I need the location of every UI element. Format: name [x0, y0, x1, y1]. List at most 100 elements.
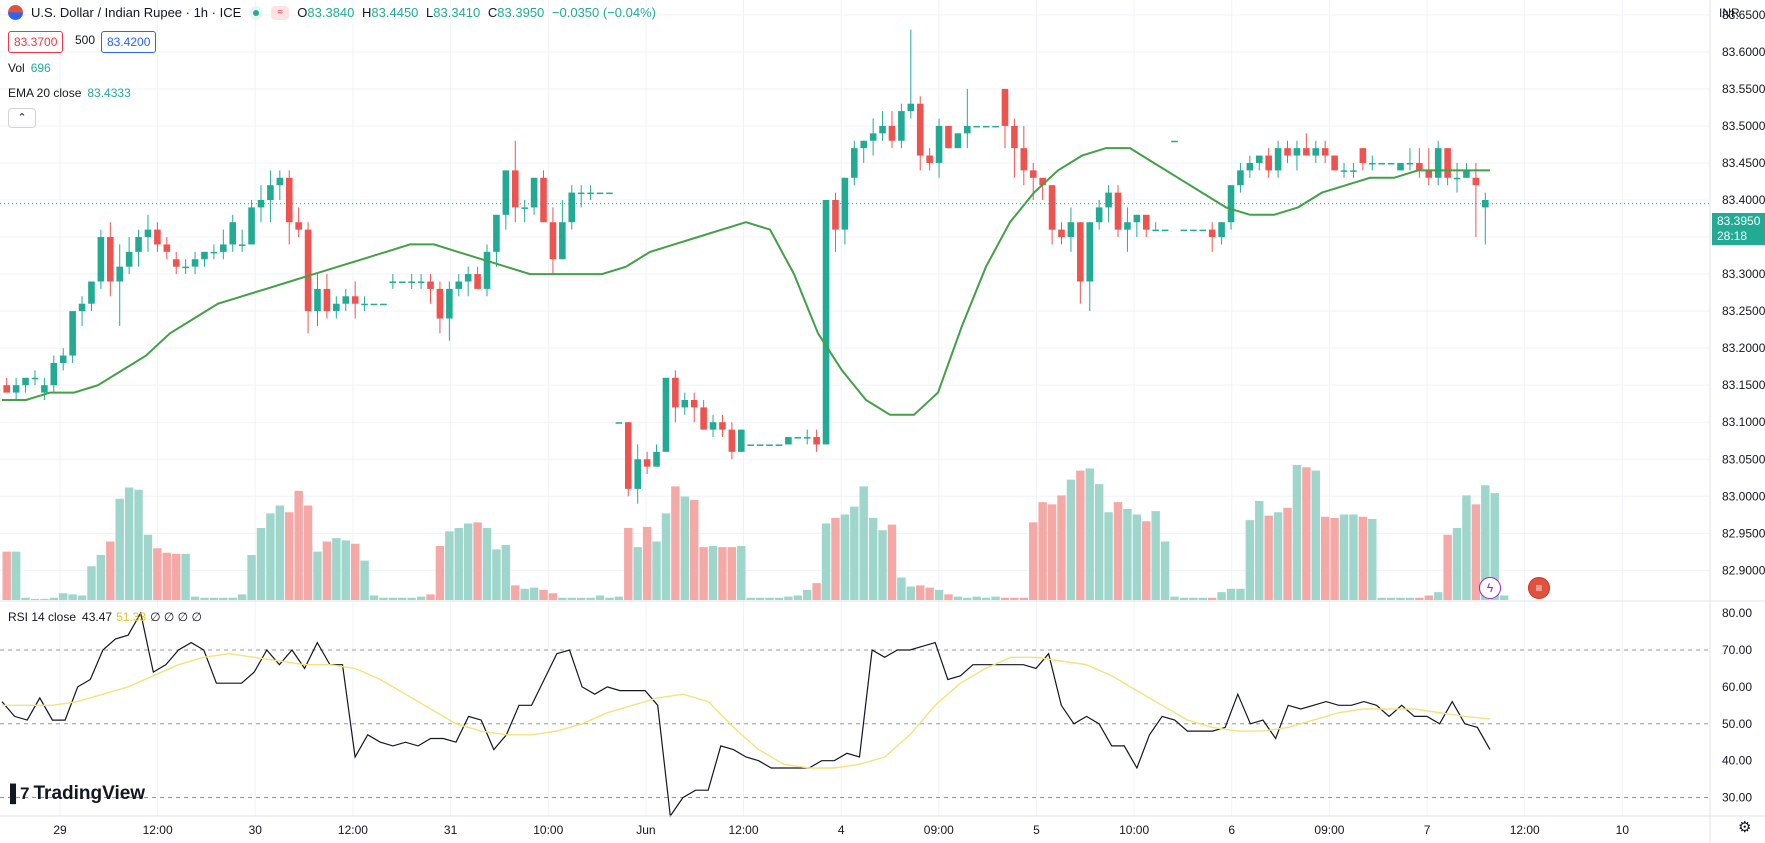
volume-bar [1462, 495, 1471, 600]
volume-bar [850, 506, 859, 600]
price-tick-label: 82.9000 [1722, 563, 1765, 577]
candle-body [662, 377, 670, 452]
ask-price-button[interactable]: 83.4200 [101, 31, 157, 53]
candle-body [455, 281, 463, 289]
chevron-up-icon[interactable]: ⌃ [8, 108, 36, 128]
candle-body [22, 377, 29, 386]
volume-bar [1339, 514, 1349, 600]
us-flag-icon[interactable]: ≡ [1528, 577, 1550, 599]
volume-bar [633, 547, 642, 600]
volume-bar [548, 593, 558, 600]
candle-body [615, 422, 623, 424]
time-tick-label: 5 [1033, 823, 1040, 837]
candle-body [210, 251, 218, 254]
candle-body [380, 303, 387, 306]
rsi-ma-line [2, 652, 1491, 769]
candle-body [756, 444, 764, 446]
price-tick-label: 83.2500 [1722, 304, 1765, 318]
symbol-title[interactable]: U.S. Dollar / Indian Rupee · 1h · ICE [31, 5, 242, 20]
rsi-axis[interactable]: 80.00 70.00 60.00 50.00 40.00 30.00 [1722, 606, 1752, 804]
volume-bar [115, 498, 124, 600]
candle-body [182, 266, 189, 269]
rsi-tick-label: 60.00 [1722, 680, 1752, 694]
rsi-tick-label: 70.00 [1722, 643, 1752, 657]
candle-body [1425, 170, 1433, 178]
currency-label[interactable]: INR [1719, 6, 1740, 20]
candle-body [238, 244, 246, 246]
volume-bar [1085, 468, 1094, 600]
volume-bar [172, 553, 181, 600]
volume-bar [398, 597, 407, 600]
volume-bar [897, 577, 906, 600]
volume-bar [49, 597, 59, 600]
market-status-icon[interactable] [249, 5, 264, 20]
volume-bar [285, 512, 294, 600]
volume-bar [944, 594, 953, 600]
volume-bar [209, 597, 219, 600]
candle-body [314, 288, 321, 312]
volume-bar [332, 538, 341, 600]
volume-bar [1094, 484, 1104, 600]
volume-bar [237, 594, 247, 600]
gear-icon[interactable]: ⚙ [1738, 819, 1752, 836]
volume-bar [1236, 588, 1245, 600]
candle-body [964, 125, 971, 134]
volume-bar [576, 597, 586, 600]
spread-value: 500 [75, 33, 96, 47]
candle-body [1020, 148, 1028, 171]
candle-body [1397, 162, 1404, 171]
volume-bar [925, 587, 934, 600]
volume-bar [878, 530, 887, 600]
wave-icon[interactable]: ≈ [271, 5, 290, 20]
last-price-label: 83.3950 28:18 [1712, 213, 1765, 245]
volume-bar [96, 555, 106, 600]
time-tick-label: 7 [1424, 823, 1431, 837]
volume-bar [1302, 467, 1311, 600]
volume-bar [1405, 597, 1415, 600]
currency-flag-icon [8, 5, 23, 20]
volume-bar [1142, 521, 1151, 600]
volume-bar [737, 546, 746, 600]
volume-bar [614, 596, 624, 600]
ema-legend[interactable]: EMA 20 close 83.4333 [8, 86, 131, 100]
bid-price-button[interactable]: 83.3700 [8, 31, 64, 53]
volume-bar [181, 553, 190, 600]
rsi-legend[interactable]: RSI 14 close 43.47 51.33 ∅ ∅ ∅ ∅ [8, 610, 202, 624]
candle-body [973, 125, 981, 128]
volume-bar [689, 499, 699, 600]
candle-body [1011, 125, 1018, 149]
volume-bar [369, 595, 379, 600]
volume-bar [303, 505, 313, 600]
volume-bar [1481, 485, 1490, 600]
volume-bar [435, 546, 445, 600]
volume-bar [840, 514, 850, 600]
time-axis[interactable]: 29 12:00 30 12:00 31 10:00 Jun 12:00 4 09:00 5 10:0… [53, 823, 1629, 837]
volume-bar [831, 517, 840, 600]
volume-bar [190, 596, 200, 600]
volume-bar [1424, 595, 1433, 600]
volume-legend[interactable]: Vol 696 [8, 61, 51, 75]
time-tick-label: 10 [1616, 823, 1630, 837]
volume-bar [1452, 528, 1462, 600]
candle-body [803, 437, 811, 439]
candle-body [690, 400, 698, 408]
price-tick-label: 83.1000 [1722, 415, 1765, 429]
volume-bar [492, 549, 501, 600]
lightning-icon[interactable]: ϟ [1479, 577, 1501, 599]
candle-body [59, 355, 67, 363]
volume-bar [313, 551, 322, 600]
candle-body [530, 177, 538, 208]
candle-body [794, 437, 802, 439]
candle-body [624, 422, 632, 489]
volume-bar [388, 597, 398, 600]
price-axis[interactable]: 83.6500 83.6000 83.5500 83.5000 83.4500 83.40… [1722, 8, 1765, 578]
candle-body [163, 244, 171, 252]
price-tick-label: 83.3000 [1722, 267, 1765, 281]
volume-bar [934, 589, 944, 600]
candle-body [1368, 162, 1376, 165]
time-tick-label: 12:00 [143, 823, 173, 837]
volume-bar [1443, 534, 1452, 600]
volume-bar [1292, 465, 1302, 600]
